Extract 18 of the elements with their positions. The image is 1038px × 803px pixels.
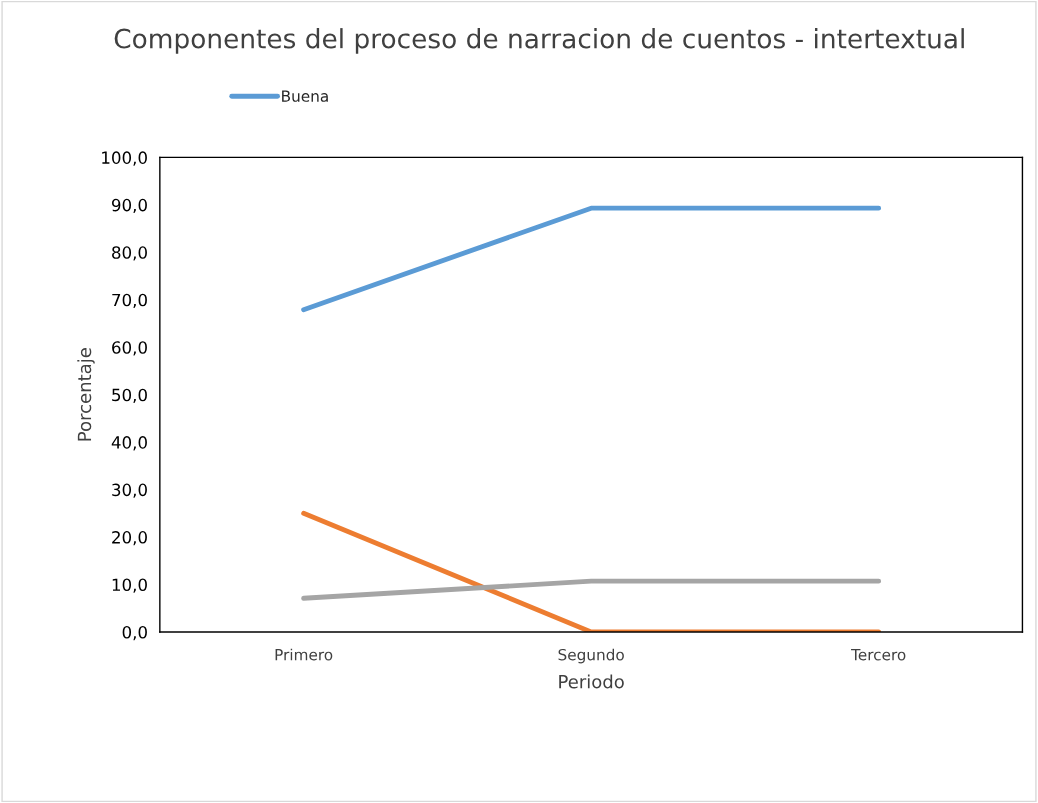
y-tick-label: 50,0 [112, 388, 147, 403]
chart-title: Componentes del proceso de narracion de cuentos - intertextual [114, 28, 964, 54]
y-tick-label: 20,0 [112, 531, 147, 546]
y-tick-label: 40,0 [111, 436, 147, 451]
y-tick-label: 0,0 [122, 625, 147, 641]
y-tick-label: 70,0 [112, 293, 147, 309]
y-tick-label: 10,0 [112, 578, 147, 593]
legend-label: Buena [282, 90, 328, 102]
x-tick-label: Segundo [558, 648, 624, 664]
y-tick-label: 90,0 [111, 198, 147, 214]
y-tick-label: 80,0 [112, 246, 147, 261]
y-axis-title: Porcentaje [77, 348, 95, 441]
x-tick-label: Primero [275, 648, 333, 661]
y-tick-label: 30,0 [112, 483, 147, 498]
y-tick-label: 60,0 [112, 341, 147, 356]
x-axis-title: Periodo [559, 674, 624, 689]
x-tick-label: Tercero [851, 649, 906, 661]
y-tick-label: 100,0 [102, 151, 147, 166]
